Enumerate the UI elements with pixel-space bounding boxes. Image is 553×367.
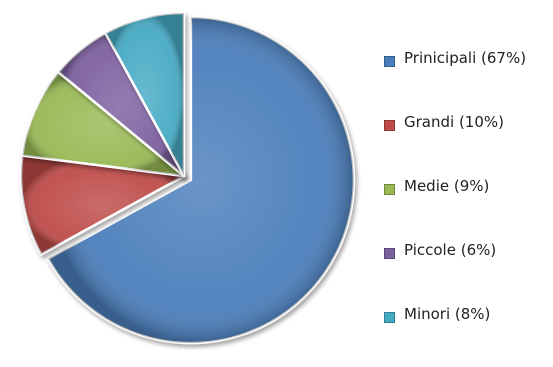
- legend-label: Minori (8%): [404, 305, 491, 323]
- legend-swatch: [384, 248, 395, 259]
- legend-swatch: [384, 312, 395, 323]
- pie-slice-minori: [104, 11, 186, 178]
- pie-slice-shading: [58, 33, 184, 176]
- pie-slices: [19, 11, 356, 345]
- legend-swatch: [384, 184, 395, 195]
- legend-label: Grandi (10%): [404, 113, 504, 131]
- legend-label: Medie (9%): [404, 177, 490, 195]
- pie-slice-prinicipali: [46, 15, 356, 345]
- pie-slice-grandi: [19, 154, 186, 256]
- pie-slice-shading: [21, 155, 185, 255]
- legend-label: Prinicipali (67%): [404, 49, 527, 67]
- pie-chart: [19, 11, 356, 345]
- legend-swatch: [384, 56, 395, 67]
- legend-label: Piccole (6%): [404, 241, 497, 259]
- pie-slice-medie: [21, 70, 186, 178]
- pie-slice-shading: [105, 13, 184, 176]
- legend-swatch: [384, 120, 395, 131]
- pie-slice-shading: [48, 17, 354, 344]
- pie-slice-shading: [22, 72, 184, 176]
